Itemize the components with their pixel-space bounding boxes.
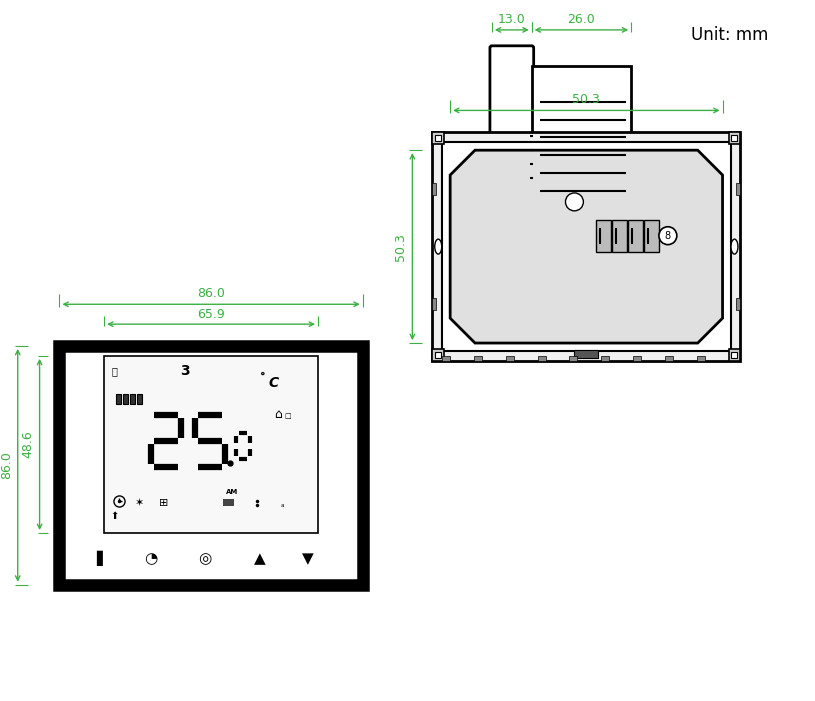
Polygon shape — [450, 150, 723, 343]
Bar — [732, 352, 738, 358]
Ellipse shape — [434, 239, 442, 254]
Bar — [732, 135, 738, 141]
Text: 50.3: 50.3 — [572, 93, 601, 107]
Bar — [435, 352, 441, 358]
Text: 86.0: 86.0 — [197, 287, 225, 300]
Bar — [737, 298, 741, 310]
Bar — [665, 356, 673, 361]
Bar — [432, 184, 436, 196]
Bar — [533, 163, 539, 166]
Bar — [538, 356, 545, 361]
Text: 3: 3 — [181, 364, 190, 378]
Text: ✶: ✶ — [135, 498, 145, 508]
Bar — [432, 132, 741, 361]
Bar — [570, 356, 577, 361]
Bar — [533, 135, 539, 139]
Text: ◔: ◔ — [143, 551, 157, 566]
Text: 65.9: 65.9 — [197, 308, 225, 321]
Bar — [601, 356, 610, 361]
Text: ▲: ▲ — [253, 551, 266, 566]
Bar — [597, 220, 611, 252]
FancyBboxPatch shape — [490, 46, 534, 233]
Bar — [737, 184, 741, 196]
Text: C: C — [268, 376, 279, 390]
Bar — [130, 394, 135, 404]
Bar — [474, 356, 482, 361]
Circle shape — [659, 226, 676, 245]
Bar — [729, 349, 741, 361]
Text: ▌: ▌ — [96, 551, 108, 566]
Text: ⊞: ⊞ — [159, 498, 169, 508]
Text: 13.0: 13.0 — [498, 13, 526, 26]
Text: a: a — [280, 503, 284, 508]
Bar — [432, 298, 436, 310]
Text: □: □ — [284, 413, 292, 418]
Text: ◎: ◎ — [198, 551, 212, 566]
Bar — [575, 350, 598, 358]
Bar — [222, 499, 235, 506]
Text: 86.0: 86.0 — [0, 451, 13, 479]
Text: 26.0: 26.0 — [567, 13, 595, 26]
Bar — [104, 356, 318, 533]
Bar — [531, 66, 631, 217]
Bar — [644, 220, 659, 252]
Bar — [435, 135, 441, 141]
Bar — [612, 220, 627, 252]
Text: ▼: ▼ — [302, 551, 314, 566]
Bar — [432, 132, 444, 144]
Bar — [533, 176, 539, 180]
Text: 48.6: 48.6 — [22, 430, 34, 458]
Bar — [697, 356, 705, 361]
Bar — [628, 220, 643, 252]
Bar — [123, 394, 128, 404]
Bar — [529, 216, 536, 228]
Bar — [533, 149, 539, 152]
Ellipse shape — [731, 239, 738, 254]
Text: ⚿: ⚿ — [111, 366, 117, 376]
Bar — [117, 394, 121, 404]
Text: 50.3: 50.3 — [394, 233, 408, 261]
Text: Unit: mm: Unit: mm — [691, 26, 768, 44]
Bar — [443, 356, 450, 361]
Text: AM: AM — [227, 489, 239, 495]
Bar — [432, 349, 444, 361]
Text: ⌂: ⌂ — [274, 407, 282, 421]
Text: 8: 8 — [665, 231, 671, 240]
Bar — [59, 346, 363, 585]
Text: °: ° — [260, 372, 266, 382]
Bar — [137, 394, 142, 404]
Text: ⬆: ⬆ — [110, 511, 118, 521]
Circle shape — [566, 193, 584, 211]
Bar — [443, 142, 730, 351]
Bar — [729, 132, 741, 144]
Bar — [506, 356, 513, 361]
Bar — [633, 356, 641, 361]
